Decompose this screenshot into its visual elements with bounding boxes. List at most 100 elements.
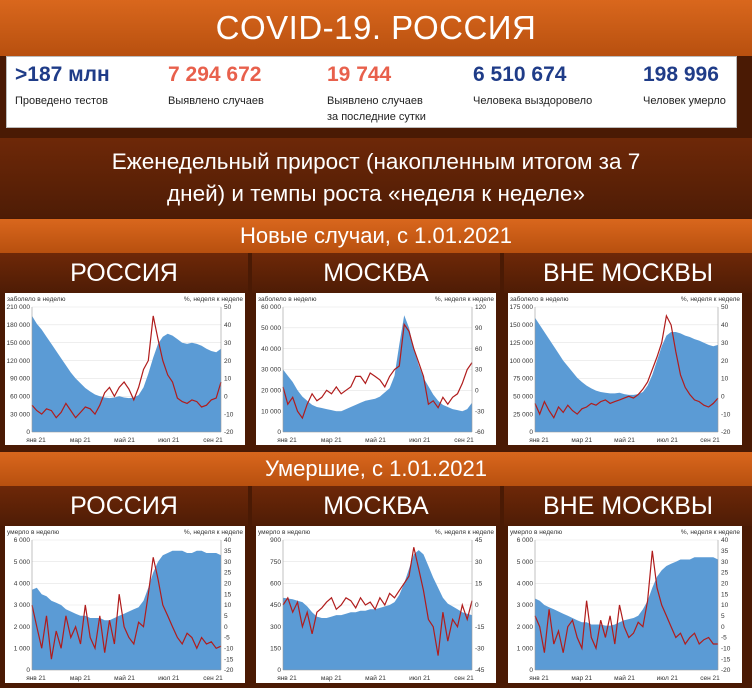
right-tick-label: 30: [721, 340, 729, 347]
right-tick-label: 15: [721, 591, 729, 598]
growth-rate-line: [282, 547, 473, 656]
left-tick-label: 210 000: [7, 304, 31, 311]
region-header-outside-deaths: ВНЕ МОСКВЫ: [504, 486, 752, 526]
right-tick-label: 40: [721, 537, 729, 544]
x-tick-label: сен 21: [700, 437, 720, 444]
right-tick-label: -45: [475, 667, 485, 674]
region-label-russia-cases: РОССИЯ: [70, 258, 178, 287]
section-cases-title: Новые случаи, с 1.01.2021: [0, 219, 752, 253]
right-axis-label: %, неделя к неделе: [681, 296, 740, 303]
left-tick-label: 600: [270, 581, 281, 588]
left-tick-label: 30 000: [10, 411, 30, 418]
left-tick-label: 5 000: [14, 559, 31, 566]
stat-recovered-value: 6 510 674: [473, 63, 567, 86]
left-tick-label: 20 000: [261, 388, 281, 395]
right-tick-label: 40: [721, 322, 729, 329]
left-tick-label: 2 000: [14, 624, 31, 631]
area-series: [283, 315, 472, 432]
left-tick-label: 900: [270, 537, 281, 544]
left-tick-label: 150 000: [7, 340, 31, 347]
x-tick-label: янв 21: [529, 437, 549, 444]
right-tick-label: 20: [721, 358, 729, 365]
right-tick-label: 25: [224, 570, 232, 577]
right-tick-label: 120: [475, 304, 486, 311]
left-tick-label: 1 000: [517, 646, 534, 653]
stat-tests-label: Проведено тестов: [15, 95, 108, 107]
left-tick-label: 0: [529, 429, 533, 436]
stat-cases-value: 7 294 672: [168, 63, 262, 86]
area-series: [535, 557, 718, 670]
right-axis-label: %, неделя к неделе: [435, 529, 494, 536]
left-tick-label: 4 000: [517, 581, 534, 588]
right-tick-label: -5: [224, 635, 230, 642]
right-tick-label: -30: [475, 646, 485, 653]
left-tick-label: 6 000: [517, 537, 534, 544]
left-axis-label: умерло в неделю: [510, 529, 562, 536]
left-tick-label: 175 000: [510, 304, 534, 311]
stat-daily-cases-label-line2: за последние сутки: [327, 111, 426, 123]
left-tick-label: 150: [270, 646, 281, 653]
left-tick-label: 10 000: [261, 408, 281, 415]
left-tick-label: 25 000: [513, 411, 533, 418]
right-tick-label: -15: [721, 656, 731, 663]
left-tick-label: 5 000: [517, 559, 534, 566]
left-axis-label: умерло в неделю: [7, 529, 59, 536]
right-tick-label: 60: [475, 346, 483, 353]
area-series: [32, 550, 221, 670]
right-axis-label: %, неделя к неделе: [184, 529, 243, 536]
stat-daily-cases-label-line1: Выявлено случаев: [327, 95, 423, 107]
area-series: [32, 315, 221, 432]
x-tick-label: сен 21: [454, 437, 474, 444]
left-tick-label: 0: [277, 429, 281, 436]
region-header-moscow-deaths: МОСКВА: [252, 486, 500, 526]
left-tick-label: 750: [270, 559, 281, 566]
right-tick-label: 0: [224, 624, 228, 631]
left-axis-label: заболело в неделю: [7, 295, 66, 303]
x-tick-label: янв 21: [277, 437, 297, 444]
right-tick-label: -20: [224, 429, 234, 436]
right-axis-label: %, неделя к неделе: [435, 296, 494, 303]
left-tick-label: 150 000: [510, 322, 534, 329]
x-tick-label: мар 21: [571, 437, 592, 444]
chart-deaths-russia: умерло в неделю %, неделя к неделе 0 1 000 2…: [5, 526, 245, 683]
stat-cases-label: Выявлено случаев: [168, 95, 264, 107]
left-tick-label: 30 000: [261, 367, 281, 374]
stat-daily-cases-value: 19 744: [327, 63, 392, 86]
x-tick-label: июл 21: [158, 437, 180, 444]
right-tick-label: 15: [224, 591, 232, 598]
x-tick-label: мар 21: [571, 675, 592, 682]
right-tick-label: 10: [721, 376, 729, 383]
right-tick-label: 0: [475, 388, 479, 395]
left-tick-label: 60 000: [261, 304, 281, 311]
growth-rate-line: [534, 314, 719, 419]
left-tick-label: 6 000: [14, 537, 31, 544]
chart-deaths-outside-svg: умерло в неделю %, неделя к неделе 0 1 000 2…: [510, 529, 740, 682]
right-tick-label: 90: [475, 325, 483, 332]
left-tick-label: 180 000: [7, 322, 31, 329]
right-tick-label: 5: [224, 613, 228, 620]
region-label-outside-cases: ВНЕ МОСКВЫ: [542, 258, 714, 287]
x-tick-label: май 21: [114, 436, 135, 444]
stat-recovered-label: Человека выздоровело: [473, 95, 593, 107]
x-tick-label: июл 21: [158, 675, 180, 682]
right-tick-label: 20: [224, 358, 232, 365]
right-tick-label: -20: [721, 429, 731, 436]
right-tick-label: 10: [224, 376, 232, 383]
right-tick-label: 45: [475, 537, 483, 544]
x-tick-label: май 21: [614, 674, 635, 682]
chart-cases-russia-svg: заболело в неделю %, неделя к неделе 0 30 0…: [7, 295, 244, 444]
left-tick-label: 50 000: [513, 393, 533, 400]
left-tick-label: 0: [277, 667, 281, 674]
stat-deaths-label: Человек умерло: [643, 95, 726, 107]
x-tick-label: июл 21: [657, 675, 679, 682]
right-tick-label: 30: [224, 340, 232, 347]
right-tick-label: -20: [224, 667, 234, 674]
left-tick-label: 300: [270, 624, 281, 631]
right-tick-label: 0: [721, 393, 725, 400]
x-tick-label: янв 21: [26, 437, 46, 444]
x-tick-label: мар 21: [321, 437, 342, 444]
chart-deaths-moscow-svg: умерло в неделю%, неделя к неделе0150300…: [258, 529, 494, 682]
right-tick-label: 10: [721, 602, 729, 609]
growth-rate-line: [31, 315, 222, 419]
x-tick-label: янв 21: [277, 675, 297, 682]
